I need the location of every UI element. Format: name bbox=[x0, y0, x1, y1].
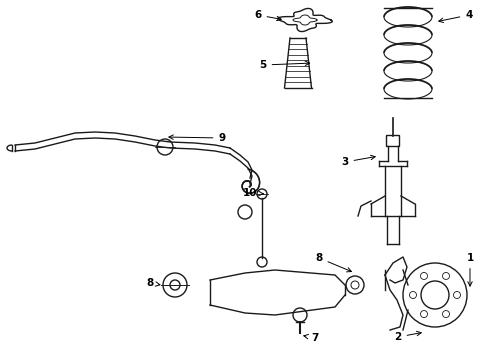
Text: 2: 2 bbox=[394, 331, 421, 342]
Text: 8: 8 bbox=[316, 253, 351, 272]
Text: 9: 9 bbox=[169, 133, 225, 143]
Text: 10: 10 bbox=[243, 188, 263, 198]
Text: 4: 4 bbox=[439, 10, 473, 23]
Text: 1: 1 bbox=[466, 253, 474, 286]
Text: 3: 3 bbox=[342, 155, 375, 167]
Text: 7: 7 bbox=[304, 333, 318, 343]
Text: 5: 5 bbox=[259, 60, 310, 70]
Text: 8: 8 bbox=[147, 278, 160, 288]
Text: 6: 6 bbox=[254, 10, 281, 21]
